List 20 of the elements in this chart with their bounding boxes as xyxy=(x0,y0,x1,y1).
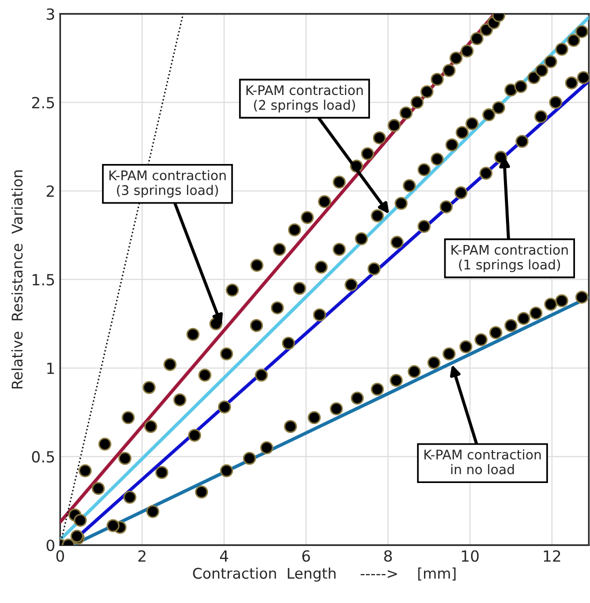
x-tick-label: 8 xyxy=(384,550,392,562)
y-tick-label: 2 xyxy=(46,185,54,197)
x-tick-label: 6 xyxy=(302,550,310,562)
x-axis-title: Contraction Length -----> [mm] xyxy=(193,568,456,582)
y-tick-label: 1 xyxy=(47,362,54,374)
y-tick-label: 0.5 xyxy=(32,451,54,463)
y-tick-label: 2.5 xyxy=(32,96,54,108)
x-tick-label: 12 xyxy=(544,550,560,562)
annotation: K-PAM contraction (2 springs load) xyxy=(246,84,363,112)
x-tick-label: 4 xyxy=(220,550,228,562)
y-tick-label: 1.5 xyxy=(32,274,54,286)
y-tick-label: 3 xyxy=(46,8,54,20)
annotation: K-PAM contraction in no load xyxy=(424,449,541,474)
x-tick-label: 0 xyxy=(56,550,64,562)
annotation: K-PAM contraction (3 springs load) xyxy=(109,170,226,198)
y-tick-label: 0 xyxy=(46,540,54,552)
annotation: K-PAM contraction (1 springs load) xyxy=(452,244,568,272)
y-axis-title: Relative Resistance Variation xyxy=(11,170,23,388)
x-tick-label: 10 xyxy=(462,550,479,562)
x-tick-label: 2 xyxy=(138,550,146,562)
